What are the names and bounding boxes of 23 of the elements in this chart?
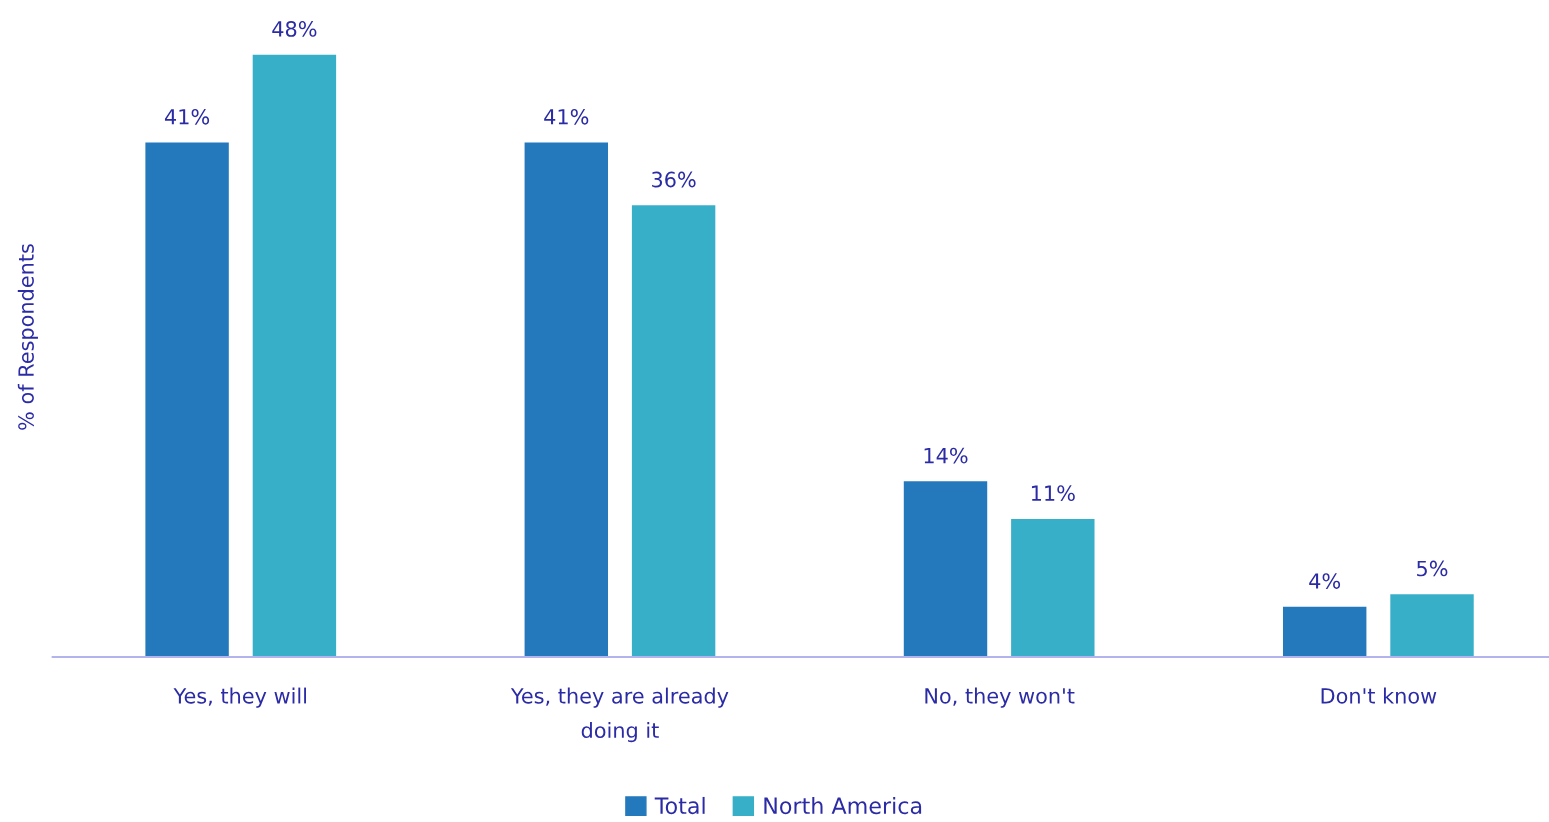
legend-label: Total	[654, 796, 705, 815]
legend-label: North America	[764, 796, 922, 815]
data-label: 36%	[652, 171, 696, 188]
x-tick-label: Yes, they will	[173, 687, 307, 708]
data-label: 4%	[1309, 573, 1341, 589]
y-axis-title: % of Respondents	[17, 244, 38, 430]
bar	[145, 142, 229, 658]
bar	[1390, 594, 1474, 658]
data-label: 14%	[924, 447, 968, 464]
bar	[1282, 606, 1367, 658]
bar	[1011, 519, 1095, 658]
data-label: 48%	[272, 21, 317, 37]
x-tick-label: Don't know	[1321, 687, 1437, 704]
x-tick-label: No, they won't	[925, 687, 1075, 708]
data-label: 41%	[164, 108, 210, 125]
bar	[524, 142, 609, 658]
data-label: 41%	[544, 108, 589, 125]
bar	[903, 481, 988, 658]
x-tick-label: Yes, they are already doing it	[510, 687, 729, 743]
bar	[252, 54, 337, 658]
data-label: 11%	[1031, 485, 1075, 502]
bar	[631, 205, 716, 658]
data-label: 5%	[1417, 560, 1448, 577]
